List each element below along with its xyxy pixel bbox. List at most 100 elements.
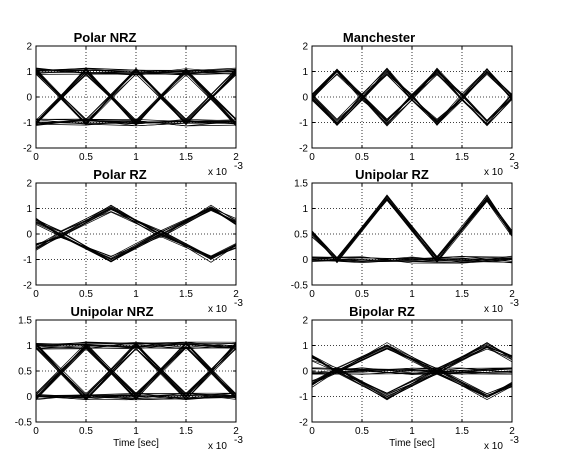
x-scale-exponent: -3 [234,298,243,309]
eye-trace [312,257,512,264]
x-tick-label: 1 [409,152,415,163]
y-tick-label: 1.5 [18,316,32,327]
eye-trace [36,69,236,74]
subplot-title: Bipolar RZ [349,304,415,319]
eye-trace [36,67,236,74]
eye-trace [312,256,512,263]
traces [312,194,512,264]
traces [312,67,512,127]
x-scale-exponent: -3 [234,161,243,172]
eye-trace [36,232,236,261]
subplot-6: 0 0.5 1 1.5 2 -2 -1 0 1 2 Bipolar RZ x 10 -3 Time [se… [299,304,519,452]
x-tick-label: 1 [133,426,139,437]
eye-trace [312,68,512,127]
y-tick-label: 1 [302,204,308,215]
x-scale-factor: x 10 [484,167,503,178]
eye-trace [36,67,236,72]
x-tick-label: 1 [133,152,139,163]
eye-trace [36,207,236,238]
y-tick-label: 2 [302,42,308,53]
x-scale-factor: x 10 [208,167,227,178]
subplot-3: 0 0.5 1 1.5 2 -2 -1 0 1 2 Polar RZ x 10 -3 [23,167,243,315]
x-tick-label: 0 [309,152,315,163]
eye-trace [36,68,236,125]
eye-trace [36,68,236,76]
eye-trace [312,367,512,373]
eye-trace [312,197,512,259]
x-tick-label: 1 [133,289,139,300]
x-tick-label: 0 [309,289,315,300]
x-scale-exponent: -3 [510,298,519,309]
y-tick-label: 1 [26,67,32,78]
y-tick-label: 2 [302,316,308,327]
subplot-1: 0 0.5 1 1.5 2 -2 -1 0 1 2 Polar NRZ x 10 -3 [23,30,243,178]
eye-trace [312,367,512,375]
x-tick-label: 0.5 [79,152,93,163]
x-scale-factor: x 10 [484,304,503,315]
eye-trace [36,67,236,124]
eye-trace [36,119,236,125]
x-tick-label: 0.5 [79,426,93,437]
y-tick-label: 0.5 [294,230,308,241]
x-scale-factor: x 10 [208,304,227,315]
traces [312,342,512,401]
eye-trace [36,343,236,397]
subplot-title: Polar NRZ [74,30,137,45]
x-tick-label: 1 [409,426,415,437]
y-tick-label: 0 [302,255,308,266]
y-tick-label: 2 [26,42,32,53]
eye-trace [36,347,236,401]
x-tick-label: 0.5 [355,426,369,437]
subplot-title: Unipolar NRZ [70,304,153,319]
x-tick-label: 0.5 [355,289,369,300]
x-tick-label: 1.5 [179,426,193,437]
y-tick-label: -1 [23,118,32,129]
x-tick-label: 1.5 [455,289,469,300]
eye-trace [312,258,512,264]
y-tick-label: -2 [23,144,32,155]
traces [36,204,236,263]
x-tick-label: 0 [33,152,39,163]
x-axis-label: Time [sec] [389,438,435,449]
traces [36,341,236,401]
eye-trace [312,258,512,262]
x-scale-exponent: -3 [510,161,519,172]
eye-trace [36,119,236,127]
x-tick-label: 0 [33,426,39,437]
y-tick-label: -1 [23,255,32,266]
eye-trace [36,341,236,401]
y-tick-label: -2 [299,418,308,429]
y-tick-label: 0.5 [18,367,32,378]
subplot-title: Unipolar RZ [355,167,429,182]
eye-trace [36,346,236,400]
eye-trace [312,71,512,122]
x-tick-label: 1.5 [179,152,193,163]
x-tick-label: 2 [233,152,239,163]
eye-trace [36,342,236,346]
x-tick-label: 2 [233,289,239,300]
y-tick-label: 0 [26,230,32,241]
subplot-title: Polar RZ [93,167,147,182]
eye-trace [36,236,236,259]
x-axis-label: Time [sec] [113,438,159,449]
x-scale-factor: x 10 [484,441,503,452]
eye-trace [36,393,236,398]
y-tick-label: 0 [26,93,32,104]
y-tick-label: 1 [26,341,32,352]
x-tick-label: 0 [33,289,39,300]
x-tick-label: 2 [509,152,515,163]
y-tick-label: 1 [26,204,32,215]
eye-trace [36,68,236,124]
x-scale-factor: x 10 [208,441,227,452]
eye-trace [36,394,236,401]
eye-trace [36,118,236,127]
x-tick-label: 1 [409,289,415,300]
eye-trace [36,71,236,122]
eye-trace [36,205,236,236]
y-tick-label: -1 [299,118,308,129]
x-tick-label: 0.5 [355,152,369,163]
y-tick-label: 0 [302,367,308,378]
eye-trace [312,67,512,124]
